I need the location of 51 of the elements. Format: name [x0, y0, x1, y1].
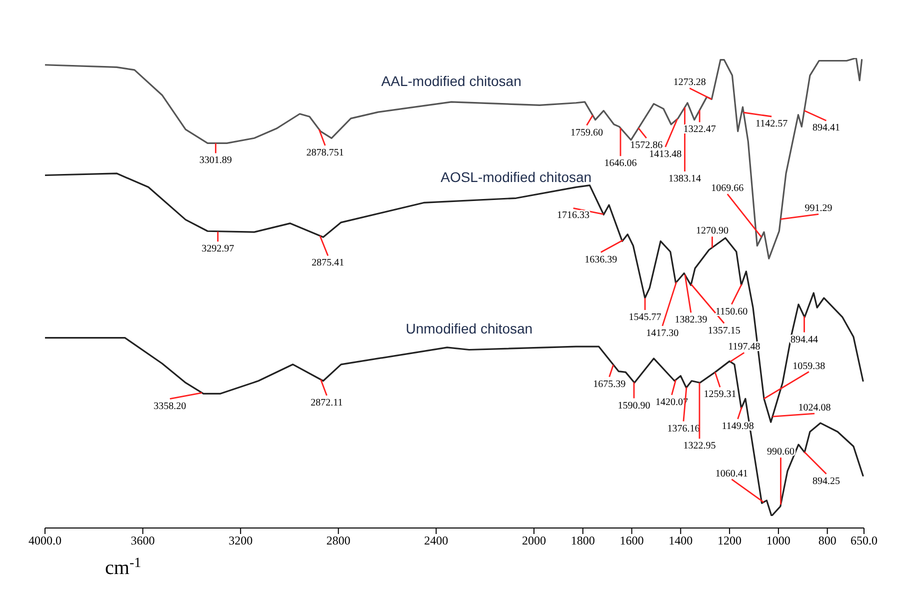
x-tick-label: 1800	[570, 534, 595, 548]
x-tick-label: 2000	[522, 534, 546, 548]
x-tick-label: 800	[818, 534, 836, 548]
annotation: 1417.30	[646, 328, 679, 339]
x-axis-title: cm$^{-1}$	[105, 556, 142, 579]
x-tick-label: 2800	[326, 534, 350, 548]
annotation: 1636.39	[584, 254, 618, 266]
annotation: 1322.95	[683, 440, 716, 452]
annotation: 1590.90	[618, 400, 650, 412]
annotation: 894.25	[812, 476, 840, 487]
annotation: 1759.60	[570, 127, 603, 138]
annotation: 1716.33	[557, 210, 590, 222]
x-tick-label: 1400	[668, 534, 693, 548]
series-label: Unmodified chitosan	[406, 320, 533, 337]
annotation: 1142.57	[756, 118, 788, 130]
annotation: 2872.11	[310, 398, 343, 409]
x-tick-label: 3200	[228, 534, 253, 548]
annotation: 2875.41	[312, 258, 344, 269]
x-tick-label: 1200	[718, 534, 742, 548]
x-tick-label: 650.0	[850, 534, 878, 548]
annotation: 1383.14	[668, 173, 702, 184]
annotation: 991.29	[804, 203, 832, 214]
annotation: 1376.16	[667, 423, 700, 434]
annotation: 1357.15	[708, 325, 740, 336]
annotation: 1646.06	[604, 158, 637, 170]
annotation: 1382.39	[674, 314, 708, 326]
x-tick-label: 4000.0	[28, 534, 62, 548]
annotation: 1259.31	[704, 389, 736, 400]
annotation: 3301.89	[199, 155, 232, 166]
x-tick-label: 1600	[620, 534, 644, 548]
x-tick-label: 3600	[130, 534, 155, 548]
annotation: 2878.751	[306, 147, 344, 158]
series-label: AAL-modified chitosan	[381, 72, 522, 89]
annotation: 1413.48	[649, 148, 682, 160]
series-label: AOSL-modified chitosan	[440, 169, 592, 186]
annotation: 3358.20	[154, 400, 186, 412]
annotation: 1270.90	[696, 226, 728, 237]
annotation: 1545.77	[628, 312, 662, 323]
annotation: 1069.66	[711, 183, 744, 194]
annotation: 1150.60	[716, 306, 748, 318]
annotation: 3292.97	[202, 244, 234, 255]
annotation: 1572.86	[630, 140, 663, 152]
annotation: 1273.28	[673, 77, 706, 88]
x-tick-label: 2400	[424, 534, 448, 548]
x-tick-label: 1000	[766, 534, 790, 548]
annotation: 1059.38	[792, 360, 826, 372]
annotation: 1060.41	[715, 468, 748, 480]
annotation: 894.41	[812, 122, 840, 134]
annotation: 990.60	[766, 446, 794, 458]
annotation: 1675.39	[593, 378, 626, 390]
annotation: 1024.08	[798, 402, 831, 414]
